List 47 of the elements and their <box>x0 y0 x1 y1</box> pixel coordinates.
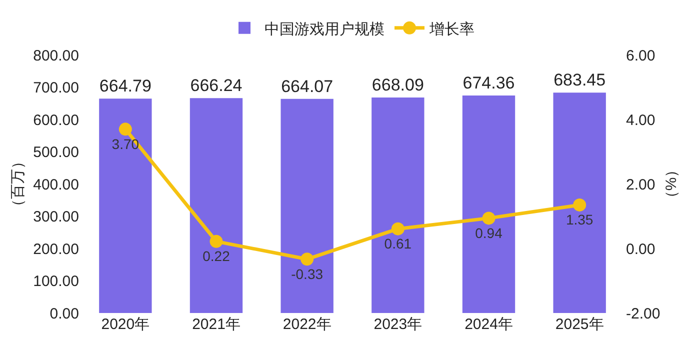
data-label: 664.79 <box>99 76 152 96</box>
data-label: 1.35 <box>566 212 594 228</box>
y2-tick-label: 6.00 <box>626 47 656 64</box>
data-label: 0.22 <box>202 248 230 264</box>
x-tick-label: 2022年 <box>282 316 332 333</box>
data-label: 683.45 <box>554 70 606 90</box>
point <box>573 198 586 212</box>
point <box>118 122 132 136</box>
data-label: 666.24 <box>190 76 242 96</box>
y-axis-title: （百万） <box>9 154 26 214</box>
legend-label: 中国游戏用户规模 <box>264 20 384 38</box>
x-tick-label: 2020年 <box>101 316 150 333</box>
y-tick-label: 400.00 <box>33 176 79 194</box>
bar <box>280 98 334 313</box>
bar <box>99 98 152 313</box>
bar <box>553 92 606 313</box>
point <box>482 212 496 225</box>
y2-tick-label: 2.00 <box>626 176 656 194</box>
x-tick-label: 2025年 <box>555 316 604 333</box>
y2-tick-label: 0.00 <box>626 240 656 258</box>
data-label: 0.61 <box>384 235 412 252</box>
x-tick-label: 2024年 <box>464 316 513 333</box>
bar <box>462 96 516 313</box>
x-tick-label: 2023年 <box>374 316 422 333</box>
y-tick-label: 0.00 <box>50 305 79 322</box>
x-tick-label: 2021年 <box>192 316 240 333</box>
data-label: 0.94 <box>475 224 503 241</box>
data-label: 664.07 <box>281 76 334 96</box>
data-label: 668.09 <box>372 76 424 95</box>
y-tick-label: 100.00 <box>33 273 79 290</box>
y2-axis-title: （%） <box>663 162 680 206</box>
bar <box>190 98 243 313</box>
y2-tick-label: 4.00 <box>626 112 656 129</box>
y-tick-label: 700.00 <box>33 80 79 96</box>
data-label: -0.33 <box>291 266 324 282</box>
y-tick-label: 500.00 <box>33 144 79 161</box>
y-tick-label: 200.00 <box>33 240 79 258</box>
point <box>210 234 223 248</box>
data-label: 674.36 <box>462 74 515 93</box>
point <box>391 222 404 236</box>
point <box>300 252 314 266</box>
y-tick-label: 300.00 <box>33 208 79 226</box>
y2-tick-label: -2.00 <box>626 305 660 322</box>
y-tick-label: 600.00 <box>33 112 79 129</box>
bar <box>372 98 424 313</box>
legend-label: 增长率 <box>428 20 474 38</box>
y-tick-label: 800.00 <box>33 47 79 64</box>
